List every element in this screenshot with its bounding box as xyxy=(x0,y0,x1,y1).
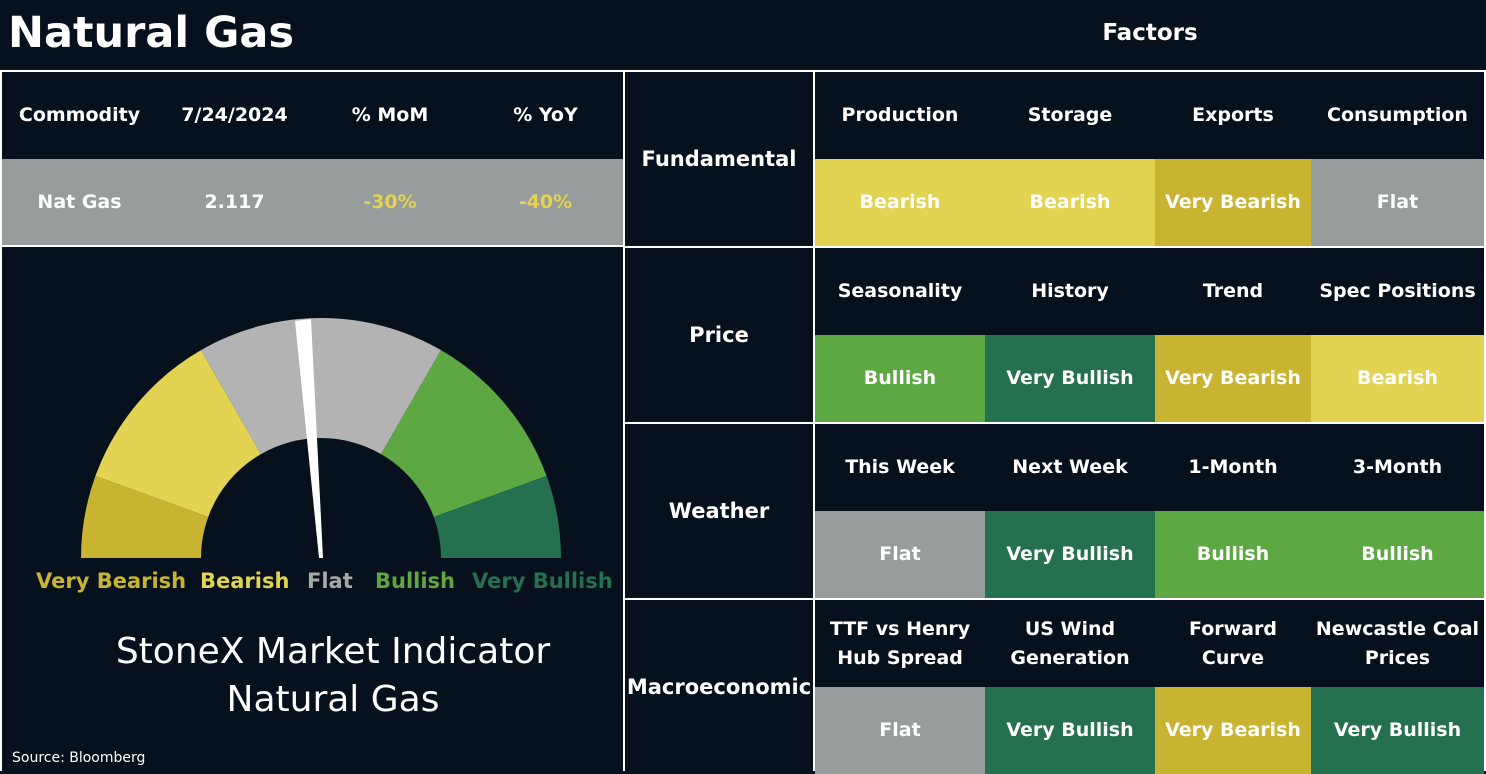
factor-label: 1-Month xyxy=(1188,456,1278,478)
factor-label: US Wind Generation xyxy=(1010,617,1130,669)
gauge-label-bearish: Bearish xyxy=(200,569,290,593)
factor-label: Forward Curve xyxy=(1189,617,1277,669)
factor-group-price: Price xyxy=(689,322,749,347)
gauge-label-very-bearish: Very Bearish xyxy=(36,569,187,593)
divider xyxy=(0,70,1486,72)
divider xyxy=(623,70,625,771)
source-note: Source: Bloomberg xyxy=(12,750,146,766)
gauge-segment-very-bearish xyxy=(81,475,209,558)
factor-label: Consumption xyxy=(1327,104,1468,126)
mom-header: % MoM xyxy=(351,104,429,126)
commodity-name: Nat Gas xyxy=(37,190,122,213)
divider xyxy=(813,70,815,771)
factor-status: Very Bullish xyxy=(1311,687,1484,774)
factors-title: Factors xyxy=(1102,20,1198,46)
divider xyxy=(625,422,1486,424)
factor-group-weather: Weather xyxy=(668,498,770,523)
indicator-title: StoneX Market Indicator Natural Gas xyxy=(0,628,666,724)
factor-status: Very Bullish xyxy=(985,335,1155,422)
factor-label: History xyxy=(1031,280,1109,302)
factor-label: Trend xyxy=(1202,280,1264,302)
factor-label: TTF vs Henry Hub Spread xyxy=(829,617,971,669)
factor-label: Seasonality xyxy=(837,280,963,302)
gauge-label-very-bullish: Very Bullish xyxy=(472,569,613,593)
gauge-needle xyxy=(295,319,323,558)
factor-status: Very Bullish xyxy=(985,687,1155,774)
factor-status: Flat xyxy=(815,511,985,598)
sentiment-gauge xyxy=(81,318,561,558)
commodity-price: 2.117 xyxy=(204,190,265,213)
factor-group-macroeconomic: Macroeconomic xyxy=(626,674,812,699)
factor-status: Bearish xyxy=(815,159,985,246)
factor-status: Bearish xyxy=(985,159,1155,246)
commodity-table: Commodity 7/24/2024 % MoM % YoY Nat Gas … xyxy=(2,72,623,245)
factor-status: Very Bullish xyxy=(985,511,1155,598)
indicator-line-1: StoneX Market Indicator xyxy=(115,631,551,672)
factor-status: Flat xyxy=(1311,159,1484,246)
gauge-segment-bearish xyxy=(95,350,261,517)
yoy-header: % YoY xyxy=(513,104,578,126)
date-header: 7/24/2024 xyxy=(181,104,288,126)
gauge-label-bullish: Bullish xyxy=(375,569,456,593)
factor-label: Production xyxy=(841,104,959,126)
factor-group-fundamental: Fundamental xyxy=(641,146,797,171)
factor-status: Very Bearish xyxy=(1155,687,1311,774)
factor-label: Storage xyxy=(1027,104,1113,126)
factor-status: Bullish xyxy=(1311,511,1484,598)
factor-status: Very Bearish xyxy=(1155,159,1311,246)
factor-label: This Week xyxy=(845,456,955,478)
yoy-value: -40% xyxy=(518,190,573,213)
gauge-segment-flat xyxy=(201,318,441,455)
page-title: Natural Gas xyxy=(8,8,295,58)
commodity-row: Nat Gas 2.117 -30% -40% xyxy=(2,159,623,245)
divider xyxy=(625,598,1486,600)
gauge-label-flat: Flat xyxy=(307,569,353,593)
gauge-segment-very-bullish xyxy=(433,475,561,558)
divider xyxy=(0,245,625,247)
factor-label: Spec Positions xyxy=(1319,280,1476,302)
factor-status: Flat xyxy=(815,687,985,774)
factor-status: Bearish xyxy=(1311,335,1484,422)
gauge-segment-bullish xyxy=(381,350,547,517)
factor-label: Next Week xyxy=(1012,456,1128,478)
factor-status: Bullish xyxy=(815,335,985,422)
factor-label: 3-Month xyxy=(1352,456,1443,478)
factor-status: Very Bearish xyxy=(1155,335,1311,422)
indicator-line-2: Natural Gas xyxy=(226,679,440,720)
divider xyxy=(1484,70,1486,771)
divider xyxy=(0,70,2,771)
commodity-header: Commodity xyxy=(18,104,141,126)
factor-label: Newcastle Coal Prices xyxy=(1315,617,1480,669)
divider xyxy=(625,246,1486,248)
mom-value: -30% xyxy=(363,190,417,213)
factor-status: Bullish xyxy=(1155,511,1311,598)
factor-label: Exports xyxy=(1192,104,1274,126)
